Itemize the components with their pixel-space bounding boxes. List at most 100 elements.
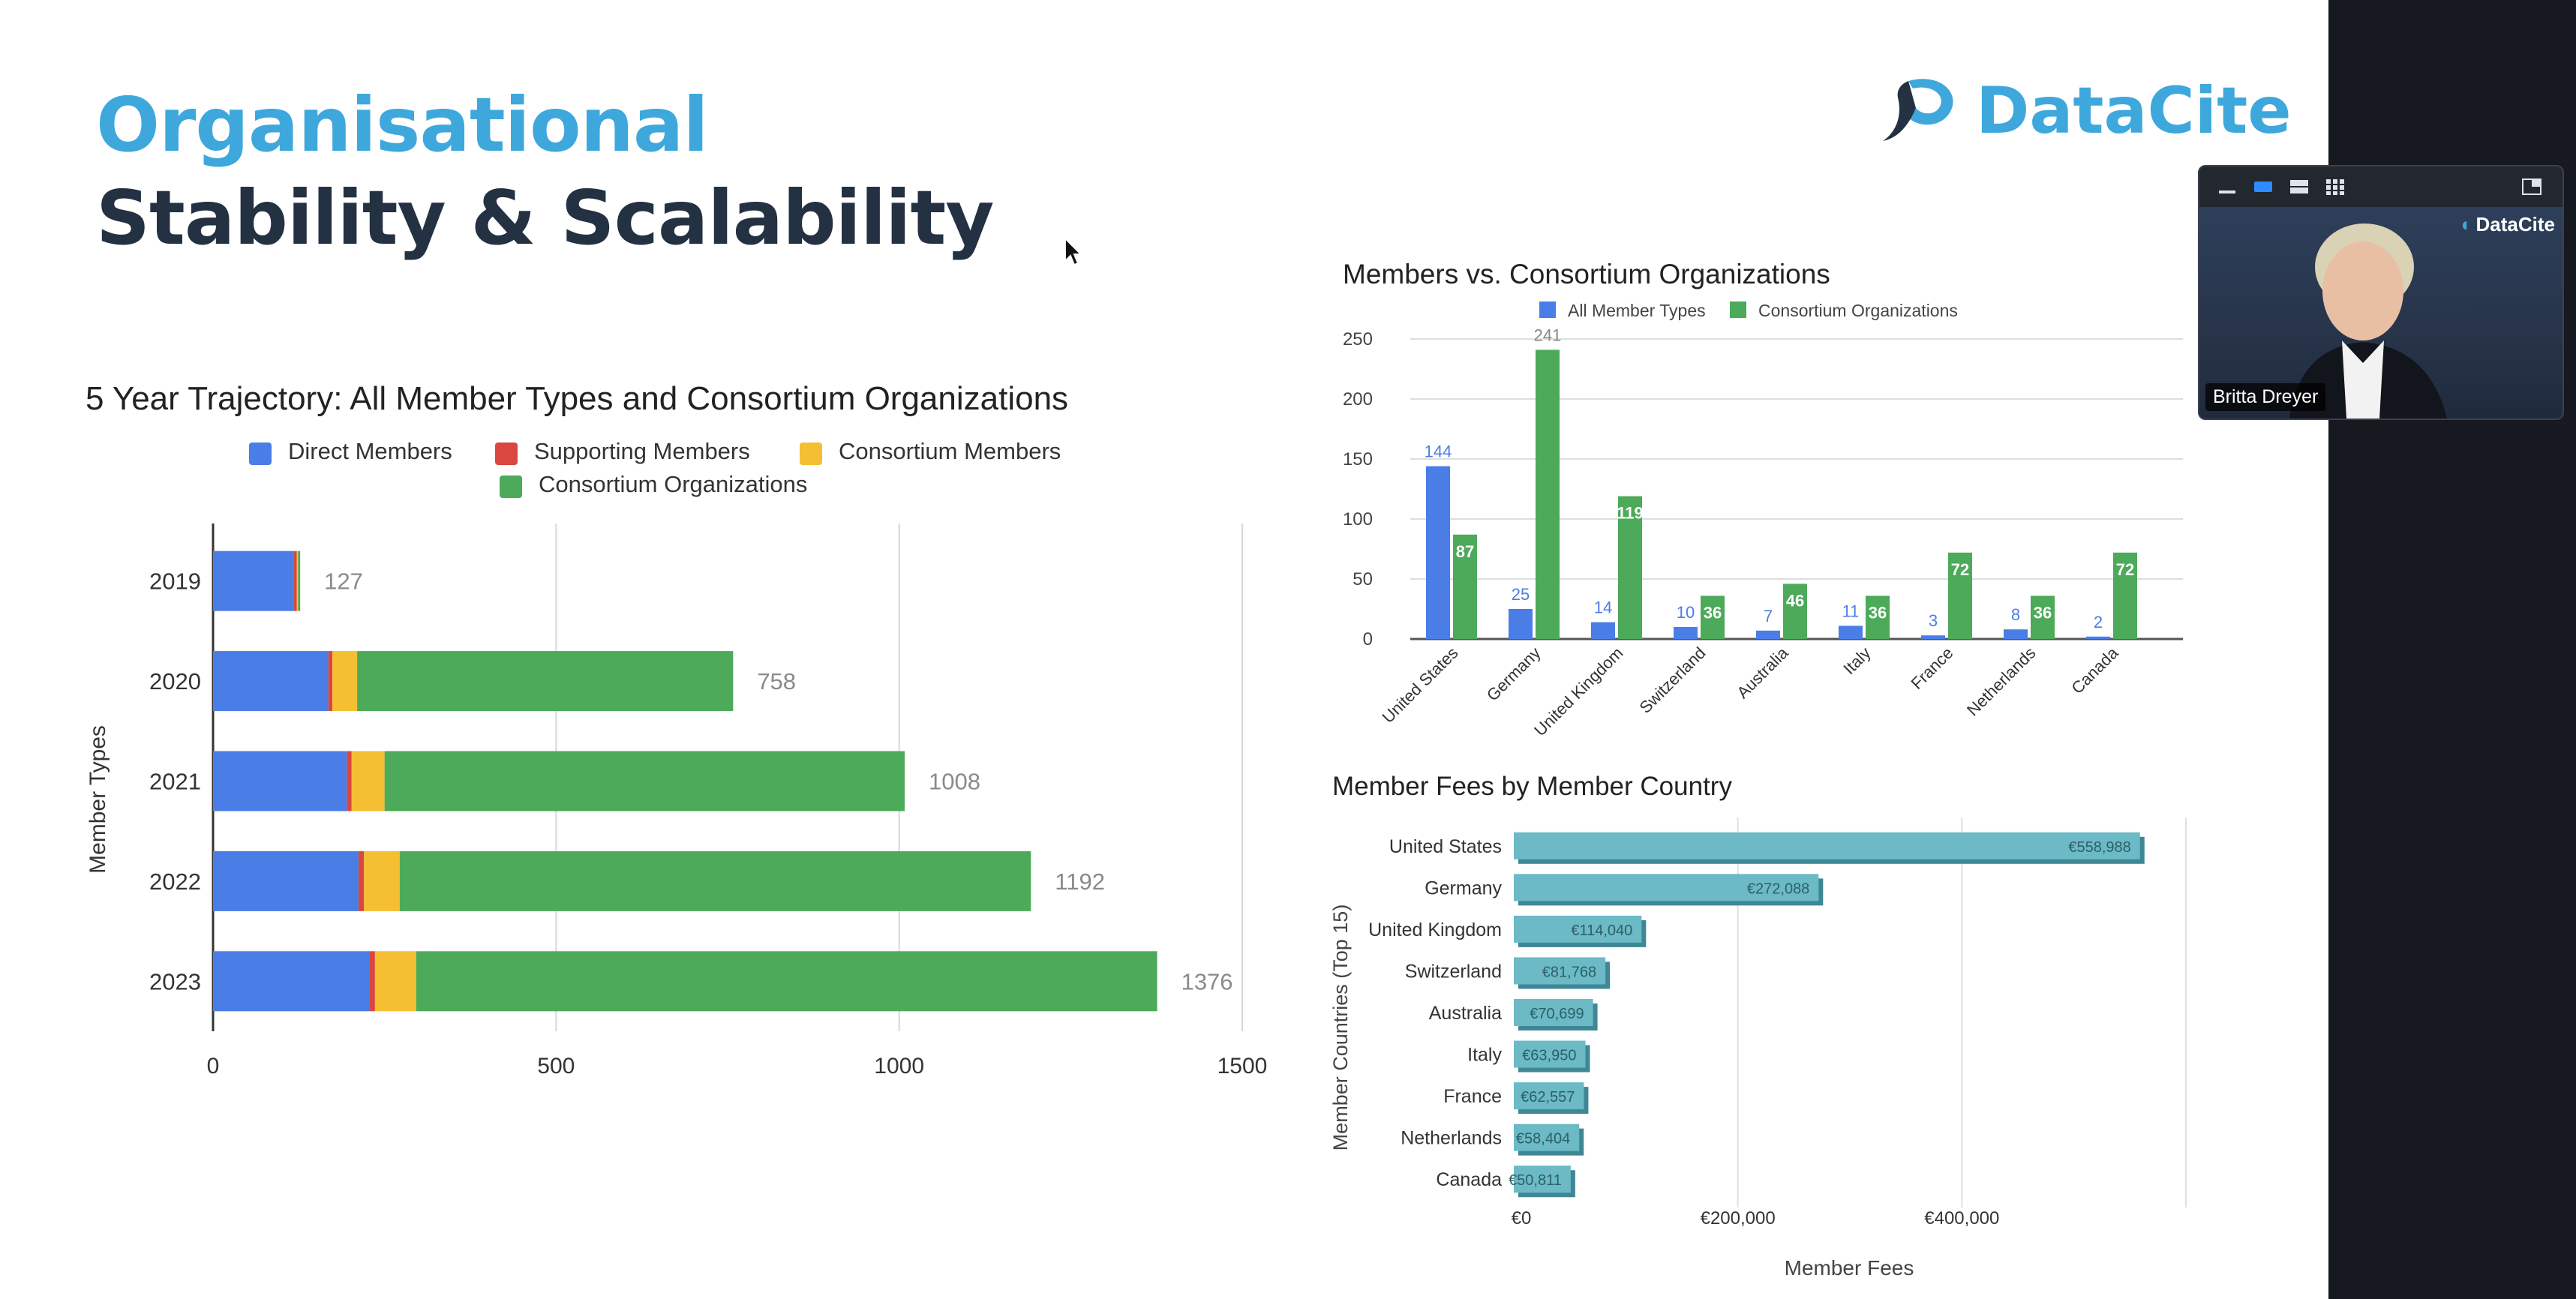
total-label: 1008	[929, 769, 980, 795]
x-tick-label: 1500	[1217, 1054, 1268, 1078]
y-tick-label: 50	[1353, 569, 1373, 590]
video-thumbnail-window[interactable]: ◖ DataCite Britta Dreyer	[2198, 165, 2564, 420]
legend-label: Consortium Organizations	[1758, 301, 1958, 320]
video-background-logo: ◖ DataCite	[2459, 213, 2555, 236]
logo-text: DataCite	[1976, 74, 2292, 148]
data-label: €272,088	[1747, 880, 1809, 897]
bar-segment	[328, 651, 333, 712]
data-label: €558,988	[2068, 839, 2130, 856]
data-label: €58,404	[1516, 1131, 1570, 1148]
presentation-slide: Organisational Stability & Scalability D…	[86, 74, 2292, 1280]
data-label: €63,950	[1522, 1048, 1576, 1064]
bar-segment	[213, 751, 347, 812]
x-tick-label: Netherlands	[1963, 644, 2040, 720]
hide-self-icon[interactable]	[2520, 177, 2543, 196]
gallery-view-icon[interactable]	[2324, 177, 2346, 196]
x-tick-label: Canada	[2067, 643, 2122, 698]
slide-title-line1: Organisational	[96, 81, 709, 169]
legend-label: Consortium Organizations	[539, 471, 807, 497]
bar-segment	[364, 850, 400, 911]
chart3-title: Member Fees by Member Country	[1332, 772, 1732, 801]
legend-swatch	[1730, 302, 1746, 318]
bar	[1453, 534, 1477, 639]
bar-segment	[213, 850, 359, 911]
x-tick-label: €200,000	[1701, 1208, 1776, 1228]
bar	[1514, 1124, 1580, 1151]
bar-segment	[399, 850, 1031, 911]
speaker-view-icon[interactable]	[2252, 177, 2274, 196]
y-tick-label: Switzerland	[1405, 961, 1502, 982]
bar	[1514, 1166, 1571, 1193]
x-tick-label: Switzerland	[1635, 644, 1709, 717]
bar	[1783, 584, 1807, 639]
bar-segment	[369, 951, 375, 1012]
slide-title-line2: Stability & Scalability	[96, 174, 994, 262]
bar	[2086, 636, 2110, 639]
datacite-logo-icon	[1883, 79, 1953, 141]
x-tick-label: 1000	[874, 1054, 924, 1078]
bar-segment	[332, 651, 358, 712]
y-tick-label: France	[1443, 1086, 1502, 1107]
y-tick-label: 2023	[149, 968, 201, 994]
data-label: €70,699	[1530, 1006, 1584, 1022]
x-tick-label: Germany	[1483, 644, 1545, 705]
data-label: 144	[1425, 442, 1452, 461]
bar-segment	[347, 751, 352, 812]
member-fees-chart: Member Fees by Member Country Member Cou…	[1329, 772, 2187, 1280]
data-label: 241	[1534, 326, 1562, 344]
legend-swatch	[1539, 302, 1556, 318]
y-tick-label: Netherlands	[1401, 1128, 1502, 1149]
participant-video-feed: ◖ DataCite Britta Dreyer	[2199, 207, 2562, 418]
legend-label: Consortium Members	[839, 438, 1061, 464]
y-tick-label: United Kingdom	[1368, 920, 1502, 940]
data-label: 36	[1869, 603, 1887, 622]
y-tick-label: 2021	[149, 769, 201, 795]
bar	[1536, 350, 1560, 639]
bar	[1674, 627, 1698, 639]
bar-segment	[374, 951, 416, 1012]
legend-swatch	[495, 442, 518, 465]
y-tick-label: Canada	[1436, 1169, 1502, 1190]
bar-segment	[416, 951, 1157, 1012]
bar	[1514, 874, 1819, 902]
bar-segment	[351, 751, 385, 812]
bar	[1514, 957, 1606, 985]
legend-label: Direct Members	[288, 438, 452, 464]
bar	[1514, 832, 2140, 860]
bar	[1701, 596, 1725, 639]
legend-label: Supporting Members	[534, 438, 750, 464]
bar	[1756, 630, 1780, 639]
y-tick-label: 0	[1363, 629, 1373, 650]
x-tick-label: 0	[207, 1054, 220, 1078]
chart1-ylabel: Member Types	[86, 725, 110, 874]
y-tick-label: 250	[1343, 329, 1373, 350]
data-label: 46	[1786, 591, 1804, 610]
bar	[1921, 635, 1945, 639]
data-label: 10	[1677, 603, 1695, 622]
total-label: 1192	[1055, 868, 1105, 895]
minimize-icon[interactable]	[2216, 177, 2238, 196]
x-tick-label: United Kingdom	[1530, 644, 1626, 735]
y-tick-label: Germany	[1425, 878, 1502, 898]
data-label: 25	[1512, 585, 1530, 604]
data-label: 36	[1704, 603, 1722, 622]
data-label: 2	[2094, 613, 2103, 632]
data-label: 3	[1929, 611, 1938, 630]
bar-segment	[213, 951, 370, 1012]
chart2-title: Members vs. Consortium Organizations	[1343, 259, 1830, 290]
data-label: €62,557	[1521, 1089, 1575, 1106]
strip-view-icon[interactable]	[2288, 177, 2310, 196]
bar	[1514, 1040, 1586, 1068]
x-tick-label: United States	[1378, 644, 1461, 727]
bar	[1618, 496, 1642, 639]
x-tick-label: €400,000	[1924, 1208, 1999, 1228]
x-tick-label: €0	[1512, 1208, 1532, 1228]
chart3-xlabel: Member Fees	[1785, 1256, 1914, 1280]
legend-swatch	[800, 442, 822, 465]
y-tick-label: United States	[1389, 836, 1502, 857]
bar-segment	[213, 550, 294, 611]
legend-swatch	[500, 476, 522, 498]
data-label: €50,811	[1509, 1172, 1562, 1189]
bar	[1514, 999, 1593, 1026]
